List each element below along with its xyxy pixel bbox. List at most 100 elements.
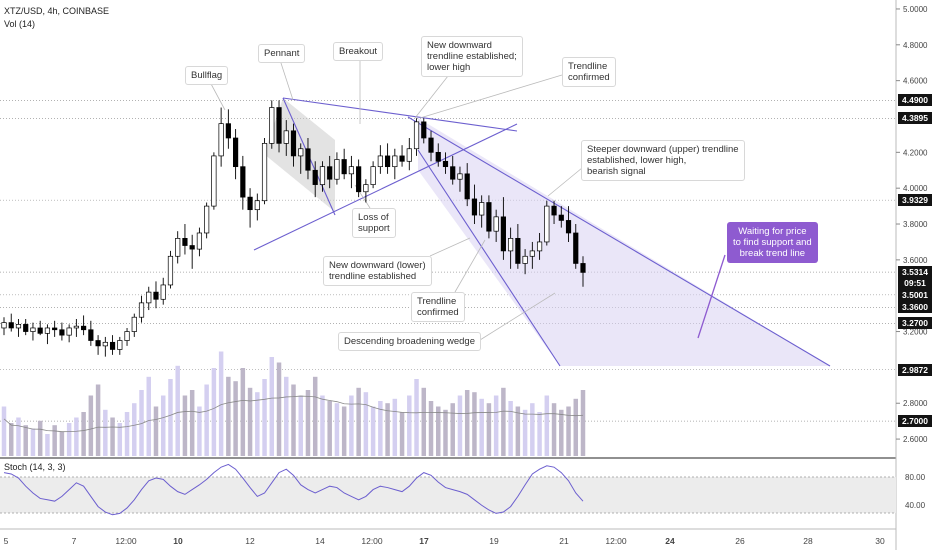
price-badge: 3.5314 — [898, 266, 932, 279]
candle-body — [305, 148, 311, 171]
annotation-new-downward: New downward trendline established; lowe… — [421, 36, 523, 77]
annotation-pennant: Pennant — [258, 44, 306, 63]
volume-bar — [573, 398, 579, 456]
annotation-pointer — [429, 237, 471, 257]
volume-bar — [132, 403, 137, 456]
volume-bar — [153, 406, 159, 456]
candle-body — [30, 327, 36, 332]
volume-bar — [486, 403, 492, 456]
volume-bar — [479, 398, 484, 456]
volume-bar — [262, 379, 267, 456]
volume-bar — [407, 395, 412, 456]
volume-bar — [530, 403, 535, 456]
candle-body — [109, 341, 116, 350]
candle-body — [88, 329, 94, 341]
candle-body — [493, 216, 499, 232]
volume-bar — [160, 395, 166, 456]
candle-body — [44, 327, 51, 334]
volume-bar — [124, 412, 130, 456]
candle-body — [189, 245, 195, 250]
volume-ma — [3, 395, 584, 433]
price-badge: 09:51 — [898, 277, 932, 290]
candle-body — [406, 148, 412, 162]
volume-bar — [204, 384, 209, 456]
stoch-label: Stoch (14, 3, 3) — [4, 462, 66, 472]
price-badge: 2.9872 — [898, 363, 932, 376]
candle-body — [15, 324, 22, 329]
volume-bar — [291, 384, 296, 456]
candle-body — [356, 166, 362, 193]
candle-body — [435, 151, 441, 162]
volume-bar — [211, 368, 217, 456]
annotation-new-lower: New downward (lower) trendline establish… — [323, 256, 432, 286]
candle-body — [81, 325, 87, 331]
candle-body — [312, 169, 318, 185]
volume-bar — [37, 420, 43, 456]
candle-body — [508, 238, 514, 252]
volume-bar — [312, 376, 318, 456]
price-tick-label: 4.2000 — [903, 148, 928, 157]
stoch-tick-label: 80.00 — [905, 473, 926, 482]
annotation-wedge: Descending broadening wedge — [338, 332, 481, 351]
annotation-trendline-confirmed-2: Trendline confirmed — [411, 292, 465, 322]
volume-bar — [515, 406, 521, 456]
volume-bar — [117, 423, 123, 456]
volume-bar — [269, 357, 275, 456]
candle-body — [225, 123, 231, 139]
candle-body — [211, 155, 217, 207]
candle-body — [1, 322, 7, 329]
candle-body — [457, 173, 463, 180]
candle-body — [377, 155, 383, 168]
volume-bar — [508, 401, 513, 456]
candle-body — [536, 241, 543, 252]
annotation-bullflag: Bullflag — [185, 66, 229, 85]
annotation-pointer — [414, 75, 449, 119]
time-tick-label: 26 — [735, 536, 745, 546]
price-tick-label: 4.8000 — [903, 41, 928, 50]
annotation-pointer — [547, 167, 583, 197]
candle-body — [363, 184, 369, 193]
annotation-pointer — [209, 81, 226, 111]
time-tick-label: 5 — [4, 536, 9, 546]
volume-bar — [276, 362, 282, 456]
price-tick-label: 5.0000 — [903, 5, 928, 14]
candle-body — [471, 198, 478, 216]
trend-line — [282, 97, 518, 132]
volume-bar — [566, 406, 571, 456]
volume-bar — [334, 403, 340, 456]
volume-bar — [52, 425, 57, 456]
annotation-pointer — [279, 59, 294, 101]
time-tick-label: 24 — [665, 536, 675, 546]
candle-body — [196, 232, 203, 250]
time-tick-label: 30 — [875, 536, 885, 546]
candle-body — [204, 205, 210, 234]
volume-bar — [30, 428, 36, 456]
candle-body — [384, 155, 391, 168]
trend-line — [407, 116, 831, 367]
volume-bar — [59, 431, 65, 456]
candle-body — [479, 202, 485, 216]
volume-bar — [175, 365, 180, 456]
time-tick-label: 21 — [559, 536, 569, 546]
volume-bar — [305, 390, 311, 456]
price-tick-label: 3.8000 — [903, 220, 928, 229]
volume-bar — [8, 423, 14, 456]
candle-body — [254, 200, 260, 211]
time-tick-label: 7 — [72, 536, 77, 546]
volume-bar — [139, 390, 144, 456]
volume-bar — [450, 403, 455, 456]
candle-body — [175, 238, 181, 257]
price-tick-label: 4.6000 — [903, 77, 928, 86]
volume-bar — [74, 417, 79, 456]
volume-bar — [95, 384, 101, 456]
candle-body — [290, 130, 297, 157]
trend-line — [417, 149, 561, 367]
time-tick-label: 12:00 — [605, 536, 627, 546]
candle-body — [233, 137, 239, 168]
volume-bar — [197, 406, 202, 456]
volume-bar — [45, 434, 50, 456]
candle-body — [37, 327, 43, 334]
candle-body — [334, 159, 340, 180]
annotation-trendline-confirmed-1: Trendline confirmed — [562, 57, 616, 87]
